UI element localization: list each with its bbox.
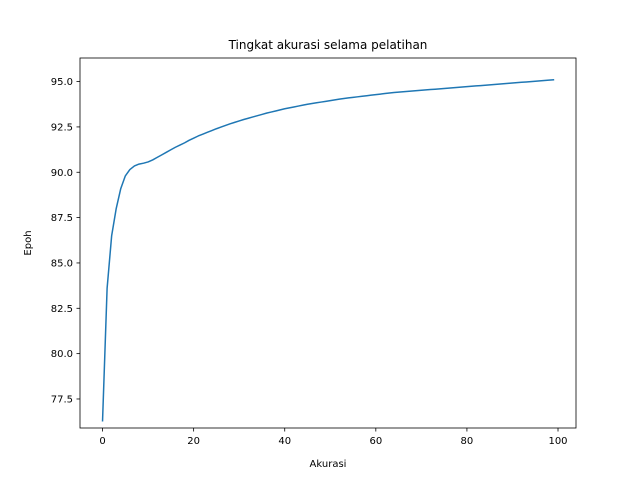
y-axis-ticks: 77.5 80.0 82.5 85.0 87.5 90.0 92.5 95.0 — [51, 77, 80, 405]
y-tick-label: 85.0 — [51, 258, 73, 269]
y-tick-label: 80.0 — [51, 349, 73, 360]
x-axis-ticks: 0 20 40 60 80 100 — [99, 428, 568, 447]
y-tick-label: 77.5 — [51, 394, 73, 405]
x-tick-label: 60 — [369, 436, 382, 447]
plot-background — [80, 58, 576, 428]
y-tick-label: 95.0 — [51, 77, 73, 88]
x-tick-label: 0 — [99, 436, 105, 447]
x-tick-label: 80 — [461, 436, 474, 447]
x-tick-label: 20 — [187, 436, 200, 447]
chart-title: Tingkat akurasi selama pelatihan — [228, 38, 428, 52]
series-layer — [101, 78, 555, 422]
y-tick-label: 90.0 — [51, 168, 73, 179]
y-axis-label: Epoh — [23, 230, 34, 255]
y-tick-label: 87.5 — [51, 213, 73, 224]
series-line — [101, 78, 555, 422]
y-tick-label: 82.5 — [51, 304, 73, 315]
y-tick-label: 92.5 — [51, 122, 73, 133]
plot-frame — [79, 57, 577, 429]
x-axis-label: Akurasi — [310, 459, 347, 470]
x-tick-label: 40 — [278, 436, 291, 447]
x-tick-label: 100 — [548, 436, 567, 447]
